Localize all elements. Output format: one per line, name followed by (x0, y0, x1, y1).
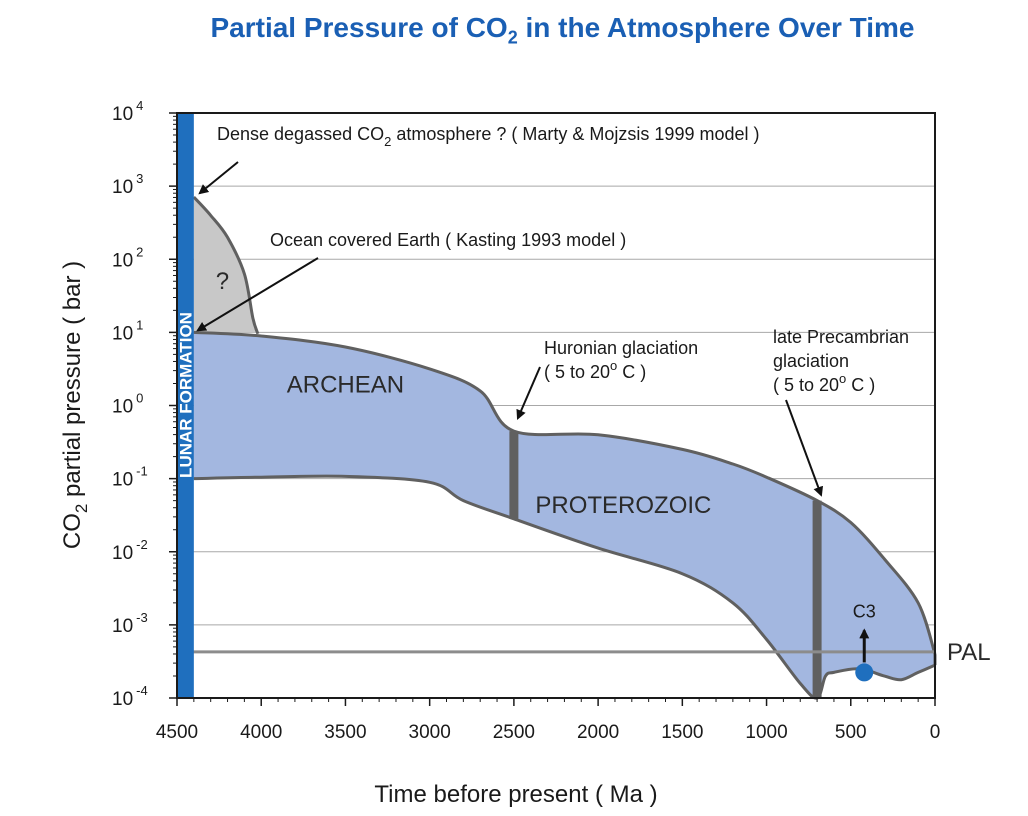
axis-layer (169, 112, 936, 706)
y-axis-label: CO2 partial pressure ( bar ) (59, 261, 91, 549)
x-tick-label: 4000 (240, 722, 282, 743)
annotation-text: ( 5 to 20o C ) (773, 371, 875, 395)
y-tick-label: 10 -4 (112, 683, 148, 710)
upper-bound-line (193, 330, 937, 655)
y-tick-label: 10 4 (112, 98, 143, 125)
y-tick-label: 10 0 (112, 391, 143, 418)
annotation-text: Huronian glaciation (544, 338, 698, 358)
y-tick-label: 10 3 (112, 171, 143, 198)
x-tick-label: 3000 (409, 722, 451, 743)
annotation-text: Ocean covered Earth ( Kasting 1993 model… (270, 230, 626, 250)
annotation-text: glaciation (773, 351, 849, 371)
chart-title: Partial Pressure of CO2 in the Atmospher… (210, 12, 915, 48)
annotation-text: late Precambrian (773, 327, 909, 347)
annotation-arrow (196, 257, 319, 332)
gray-region (193, 197, 258, 334)
annotation-arrow (785, 399, 824, 497)
annotation-text: Dense degassed CO2 atmosphere ? ( Marty … (217, 124, 759, 149)
y-tick-label: 10 -2 (112, 537, 148, 564)
era-label: ARCHEAN (287, 372, 404, 399)
x-tick-label: 1500 (661, 722, 703, 743)
x-tick-label: 0 (930, 722, 941, 743)
x-tick-label: 4500 (156, 722, 198, 743)
y-tick-label: 10 -1 (112, 464, 148, 491)
lower-bound-line (193, 474, 936, 700)
y-tick-label: 10 -3 (112, 610, 148, 637)
area-layer (193, 197, 936, 699)
annotation-arrow (198, 161, 239, 195)
annotation-text: ( 5 to 20o C ) (544, 358, 646, 382)
lunar-formation-bar (178, 113, 194, 698)
annotation-arrow (516, 366, 541, 420)
x-tick-label: 3500 (324, 722, 366, 743)
y-tick-label: 10 1 (112, 317, 143, 344)
x-tick-label: 1000 (745, 722, 787, 743)
x-tick-label: 2500 (493, 722, 535, 743)
blue-region (193, 332, 936, 699)
gray-region-outline (192, 196, 260, 335)
x-axis-label: Time before present ( Ma ) (374, 781, 657, 808)
lunar-formation-label: LUNAR FORMATION (176, 312, 195, 478)
era-label: PROTEROZOIC (535, 492, 711, 519)
c3-dot (855, 663, 874, 682)
x-tick-label: 2000 (577, 722, 619, 743)
x-tick-label: 500 (835, 722, 867, 743)
line-layer (177, 113, 937, 700)
pal-label: PAL (947, 639, 991, 666)
c3-label: C3 (853, 601, 876, 621)
gray-region-label: ? (216, 268, 229, 295)
y-tick-label: 10 2 (112, 244, 143, 271)
